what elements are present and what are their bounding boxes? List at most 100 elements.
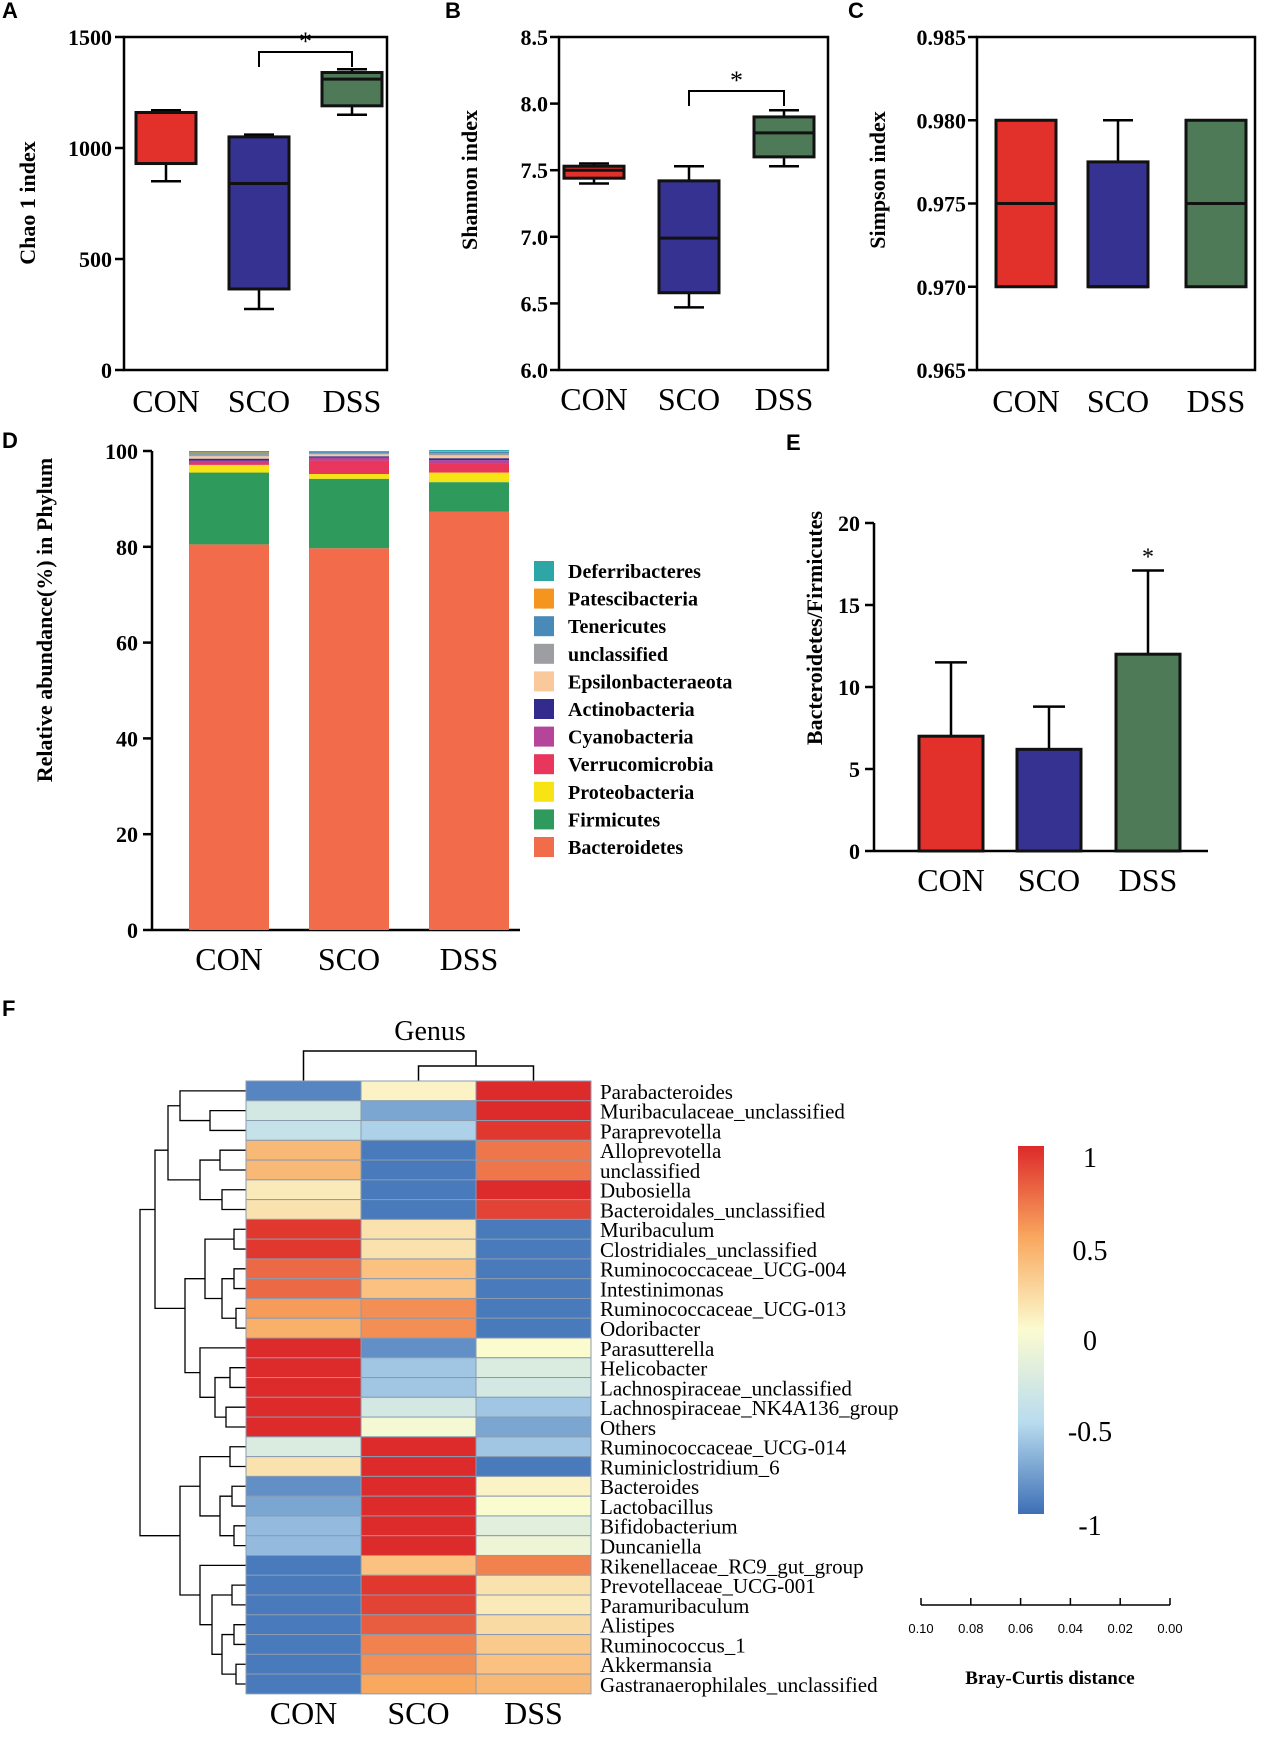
heatmap-cell <box>475 1475 592 1497</box>
panel-d-legend-swatch <box>534 781 554 802</box>
heatmap-cell <box>475 1120 592 1141</box>
heatmap-cell <box>475 1317 592 1339</box>
panel-d-segment-unclassified <box>429 453 509 456</box>
panel-a-category-label: SCO <box>228 383 290 419</box>
heatmap-cell <box>245 1456 362 1477</box>
panel-d-legend-swatch <box>534 837 554 857</box>
heatmap-cell <box>475 1396 592 1418</box>
heatmap-cell <box>360 1594 477 1616</box>
heatmap-cell <box>245 1199 362 1220</box>
panel-d-segment-bacteroidetes <box>309 548 389 930</box>
heatmap-cell <box>360 1515 477 1537</box>
panel-d-legend-swatch <box>534 616 554 637</box>
panel-d-segment-bacteroidetes <box>429 511 509 930</box>
row-dendrogram-branch <box>204 1238 234 1300</box>
colorbar-tick-label: -0.5 <box>1068 1417 1112 1448</box>
panel-letter-c: C <box>848 0 864 23</box>
heatmap-cell <box>245 1357 362 1379</box>
heatmap-column-label: SCO <box>387 1695 449 1731</box>
panel-a-boxes <box>134 67 384 311</box>
panel-b-ylabel: Shannon index <box>457 110 482 250</box>
panel-b-category-label: CON <box>560 381 628 417</box>
panel-d-ytick-label: 0 <box>127 918 138 943</box>
heatmap-cell <box>475 1238 592 1260</box>
heatmap-cell <box>475 1614 592 1636</box>
heatmap-cell <box>245 1495 362 1517</box>
heatmap-row-label: Akkermansia <box>600 1653 713 1677</box>
panel-b-ytick-label: 7.0 <box>521 225 549 250</box>
panel-e-ytick-label: 0 <box>849 839 860 864</box>
heatmap-cell <box>475 1594 592 1616</box>
panel-d-segment-cyanobacteria <box>189 460 269 463</box>
heatmap-row-label: Lactobacillus <box>600 1495 713 1519</box>
bray-curtis-tick-label: 0.06 <box>1008 1621 1033 1636</box>
row-dendrogram-branch <box>199 1347 246 1398</box>
heatmap-cell <box>245 1535 362 1556</box>
heatmap-cell <box>245 1297 362 1319</box>
panel-d-segment-firmicutes <box>309 478 389 549</box>
panel-d-segment-tenericutes <box>189 453 269 455</box>
bray-curtis-tick-label: 0.08 <box>958 1621 983 1636</box>
panel-d-ylabel: Relative abundance(%) in Phylum <box>32 458 57 783</box>
heatmap-cell <box>475 1377 592 1398</box>
panel-f-genus-heatmap: Genus ParabacteroidesMuribaculaceae_uncl… <box>139 1016 1183 1731</box>
heatmap-row-label: Ruminococcus_1 <box>600 1633 746 1657</box>
heatmap-row-label: Paraprevotella <box>600 1119 722 1143</box>
heatmap-cell <box>360 1574 477 1596</box>
bray-curtis-scale: 0.10 0.08 0.06 0.04 0.02 0.00 Bray-Curtis dist… <box>908 1598 1183 1689</box>
panel-c-ytick-label: 0.975 <box>917 192 967 217</box>
row-dendrogram-branch <box>231 1584 246 1606</box>
heatmap-row-label: Rikenellaceae_RC9_gut_group <box>600 1554 864 1578</box>
panel-d-category-label: DSS <box>440 941 499 977</box>
panel-b-ytick-label: 8.0 <box>521 92 549 117</box>
colorbar-tick-label: -1 <box>1078 1511 1101 1542</box>
panel-c-categories: CON SCO DSS <box>992 383 1245 419</box>
panel-d-segment-epsilonbacteraeota <box>429 455 509 459</box>
heatmap-cell <box>245 1475 362 1497</box>
heatmap-cells <box>245 1080 592 1695</box>
heatmap-cell <box>475 1653 592 1675</box>
panel-d-category-label: SCO <box>318 941 380 977</box>
heatmap-cell <box>475 1515 592 1537</box>
panel-b-significance: * <box>688 66 785 106</box>
heatmap-cell <box>245 1396 362 1418</box>
heatmap-cell <box>360 1535 477 1556</box>
heatmap-cell <box>360 1100 477 1122</box>
heatmap-cell <box>475 1456 592 1477</box>
row-dendrogram-branch <box>235 1663 246 1685</box>
heatmap-cell <box>475 1258 592 1280</box>
panel-a-ytick-label: 1000 <box>68 136 112 161</box>
panel-d-legend-label: Epsilonbacteraeota <box>568 671 732 693</box>
panel-c-category-label: DSS <box>1187 383 1246 419</box>
panel-c-ytick-label: 0.980 <box>917 108 967 133</box>
heatmap-cell <box>245 1377 362 1398</box>
panel-d-segment-cyanobacteria <box>309 457 389 461</box>
bray-curtis-tick-label: 0.00 <box>1157 1621 1182 1636</box>
panel-b-shannon-boxplot: Shannon index 6.0 6.5 7.0 7.5 8.0 8.5 CON SCO D… <box>457 25 830 417</box>
heatmap-cell <box>245 1179 362 1201</box>
heatmap-row-label: Paramuribaculum <box>600 1594 749 1618</box>
heatmap-cell <box>475 1297 592 1319</box>
panel-b-category-label: DSS <box>755 381 814 417</box>
heatmap-cell <box>360 1436 477 1458</box>
panel-e-bar-dss <box>1114 652 1182 853</box>
panel-d-segment-patescibacteria <box>189 452 269 454</box>
heatmap-cell <box>475 1337 592 1359</box>
heatmap-cell <box>245 1614 362 1636</box>
panel-letter-a: A <box>2 0 18 23</box>
heatmap-cell <box>360 1278 477 1299</box>
column-dendrogram-branch <box>302 1050 477 1081</box>
row-dendrogram-branch <box>233 1525 246 1547</box>
heatmap-cell <box>245 1554 362 1576</box>
heatmap-cell <box>245 1080 362 1102</box>
panel-d-legend-label: Verrucomicrobia <box>568 754 714 776</box>
panel-d-legend: Deferribacteres Patescibacteria Tenericute… <box>534 561 732 859</box>
row-dendrogram-branch <box>199 1159 222 1201</box>
heatmap-row-label: Intestinimonas <box>600 1277 724 1301</box>
panel-d-segment-actinobacteria <box>309 456 389 458</box>
panel-d-legend-swatch <box>534 726 554 747</box>
panel-d-legend-label: Actinobacteria <box>568 699 695 721</box>
panel-e-bars <box>917 569 1182 853</box>
heatmap-column-label: CON <box>270 1695 338 1731</box>
